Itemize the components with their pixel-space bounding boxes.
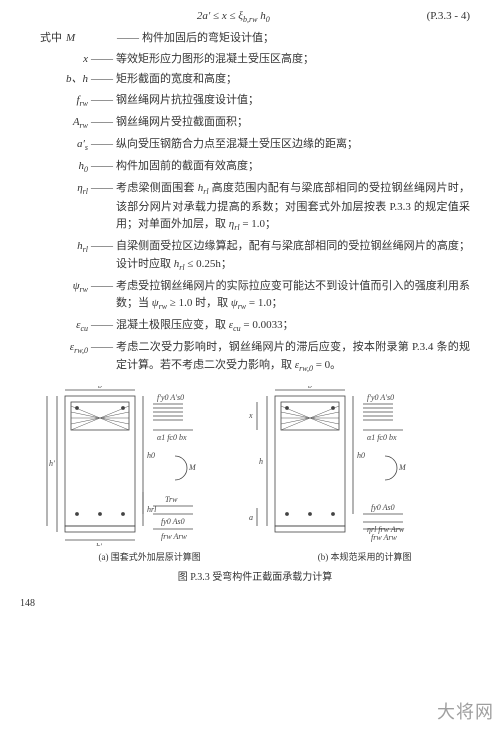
svg-text:f′y0 A′s0: f′y0 A′s0 xyxy=(157,393,184,402)
definition-text: 自梁侧面受拉区边缘算起，配有与梁底部相同的受拉钢丝绳网片的高度；设计时应取 hr… xyxy=(116,238,470,275)
definition-symbol: εcu xyxy=(40,317,88,336)
subcaption-a: (a) 围套式外加层原计算图 xyxy=(99,550,201,564)
svg-text:fy0 As0: fy0 As0 xyxy=(371,503,395,512)
definition-row: a′s——纵向受压钢筋合力点至混凝土受压区边缘的距离； xyxy=(40,136,470,155)
definition-dash: —— xyxy=(88,238,116,275)
diagram-svg: b b′ h′ h h0 hrl f′y0 A′s0 xyxy=(45,386,465,546)
definition-symbol: ψrw xyxy=(40,278,88,315)
definition-symbol: Arw xyxy=(40,114,88,133)
definition-dash: —— xyxy=(88,180,116,236)
svg-text:Trw: Trw xyxy=(165,495,178,504)
definition-text: 构件加固前的截面有效高度； xyxy=(116,158,470,177)
figure-subcaptions: (a) 围套式外加层原计算图 (b) 本规范采用的计算图 xyxy=(40,550,470,564)
svg-text:b: b xyxy=(308,386,312,390)
definition-row: frw——钢丝绳网片抗拉强度设计值； xyxy=(40,92,470,111)
svg-text:b: b xyxy=(98,386,102,390)
definition-symbol: b、h xyxy=(40,71,88,89)
svg-text:frw Arw: frw Arw xyxy=(371,533,398,542)
definition-dash: —— xyxy=(114,30,142,48)
definition-symbol: h0 xyxy=(40,158,88,177)
definition-symbol: a′s xyxy=(40,136,88,155)
svg-text:α1 fc0 bx: α1 fc0 bx xyxy=(367,433,397,442)
definition-symbol: 式中M xyxy=(40,30,114,48)
svg-text:a: a xyxy=(249,513,253,522)
definition-row: ψrw——考虑受拉钢丝绳网片的实际拉应变可能达不到设计值而引入的强度利用系数；当… xyxy=(40,278,470,315)
svg-text:h0: h0 xyxy=(147,451,155,460)
definition-dash: —— xyxy=(88,114,116,133)
definition-symbol: x xyxy=(40,51,88,69)
svg-text:x: x xyxy=(248,411,253,420)
figure-p33: b b′ h′ h h0 hrl f′y0 A′s0 xyxy=(40,386,470,586)
definition-dash: —— xyxy=(88,51,116,69)
definition-text: 考虑二次受力影响时，钢丝绳网片的滞后应变，按本附录第 P.3.4 条的规定计算。… xyxy=(116,339,470,376)
definition-dash: —— xyxy=(88,158,116,177)
definition-text: 钢丝绳网片受拉截面面积； xyxy=(116,114,470,133)
definition-text: 构件加固后的弯矩设计值； xyxy=(142,30,470,48)
equation-formula: 2a′ ≤ x ≤ ξb,rw h0 xyxy=(40,8,427,27)
svg-text:M: M xyxy=(188,463,197,472)
definition-row: εrw,0——考虑二次受力影响时，钢丝绳网片的滞后应变，按本附录第 P.3.4 … xyxy=(40,339,470,376)
svg-text:h′: h′ xyxy=(49,459,55,468)
svg-text:frw Arw: frw Arw xyxy=(161,532,188,541)
definition-text: 矩形截面的宽度和高度； xyxy=(116,71,470,89)
definition-text: 考虑梁侧面围套 hrl 高度范围内配有与梁底部相同的受拉钢丝绳网片时，该部分网片… xyxy=(116,180,470,236)
definition-dash: —— xyxy=(88,278,116,315)
svg-text:fy0 As0: fy0 As0 xyxy=(161,517,185,526)
svg-text:b′: b′ xyxy=(96,542,102,546)
definition-row: hrl——自梁侧面受拉区边缘算起，配有与梁底部相同的受拉钢丝绳网片的高度；设计时… xyxy=(40,238,470,275)
definition-dash: —— xyxy=(88,136,116,155)
definition-row: ηrl——考虑梁侧面围套 hrl 高度范围内配有与梁底部相同的受拉钢丝绳网片时，… xyxy=(40,180,470,236)
subcaption-b: (b) 本规范采用的计算图 xyxy=(318,550,412,564)
definition-row: b、h——矩形截面的宽度和高度； xyxy=(40,71,470,89)
definition-symbol: ηrl xyxy=(40,180,88,236)
definition-symbol: εrw,0 xyxy=(40,339,88,376)
definition-dash: —— xyxy=(88,92,116,111)
definition-symbol: frw xyxy=(40,92,88,111)
svg-text:h: h xyxy=(259,457,263,466)
definition-text: 混凝土极限压应变，取 εcu = 0.0033； xyxy=(116,317,470,336)
definition-text: 等效矩形应力图形的混凝土受压区高度； xyxy=(116,51,470,69)
definition-dash: —— xyxy=(88,71,116,89)
definition-text: 钢丝绳网片抗拉强度设计值； xyxy=(116,92,470,111)
definition-row: x——等效矩形应力图形的混凝土受压区高度； xyxy=(40,51,470,69)
definition-dash: —— xyxy=(88,317,116,336)
equation-number: (P.3.3 - 4) xyxy=(427,8,470,26)
definition-row: εcu——混凝土极限压应变，取 εcu = 0.0033； xyxy=(40,317,470,336)
watermark: 大将网 xyxy=(437,698,494,724)
definition-text: 考虑受拉钢丝绳网片的实际拉应变可能达不到设计值而引入的强度利用系数；当 ψrw … xyxy=(116,278,470,315)
definition-symbol: hrl xyxy=(40,238,88,275)
definition-dash: —— xyxy=(88,339,116,376)
svg-text:h0: h0 xyxy=(357,451,365,460)
equation-row: 2a′ ≤ x ≤ ξb,rw h0 (P.3.3 - 4) xyxy=(40,8,470,27)
definition-row: h0——构件加固前的截面有效高度； xyxy=(40,158,470,177)
definition-text: 纵向受压钢筋合力点至混凝土受压区边缘的距离； xyxy=(116,136,470,155)
svg-text:M: M xyxy=(398,463,407,472)
svg-text:f′y0 A′s0: f′y0 A′s0 xyxy=(367,393,394,402)
definition-row: 式中M——构件加固后的弯矩设计值； xyxy=(40,30,470,48)
definition-row: Arw——钢丝绳网片受拉截面面积； xyxy=(40,114,470,133)
figure-caption: 图 P.3.3 受弯构件正截面承载力计算 xyxy=(40,570,470,586)
svg-text:α1 fc0 bx: α1 fc0 bx xyxy=(157,433,187,442)
page-number: 148 xyxy=(20,596,470,612)
